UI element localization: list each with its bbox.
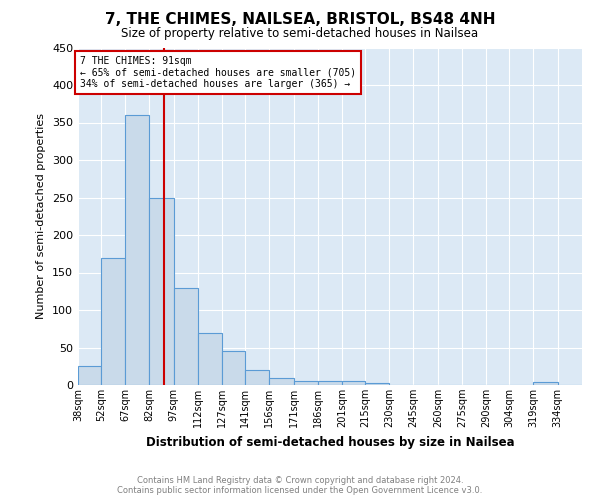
Bar: [342, 380, 365, 385]
Text: Size of property relative to semi-detached houses in Nailsea: Size of property relative to semi-detach…: [121, 28, 479, 40]
Bar: [101, 258, 125, 385]
Bar: [365, 383, 389, 385]
Bar: [269, 378, 293, 385]
Text: 7 THE CHIMES: 91sqm
← 65% of semi-detached houses are smaller (705)
34% of semi-: 7 THE CHIMES: 91sqm ← 65% of semi-detach…: [80, 56, 356, 89]
Y-axis label: Number of semi-detached properties: Number of semi-detached properties: [37, 114, 46, 320]
Bar: [173, 288, 198, 385]
Bar: [533, 382, 557, 385]
Bar: [198, 332, 222, 385]
Bar: [78, 366, 101, 385]
X-axis label: Distribution of semi-detached houses by size in Nailsea: Distribution of semi-detached houses by …: [146, 436, 514, 448]
Bar: [293, 380, 318, 385]
Text: Contains HM Land Registry data © Crown copyright and database right 2024.
Contai: Contains HM Land Registry data © Crown c…: [118, 476, 482, 495]
Bar: [125, 115, 149, 385]
Text: 7, THE CHIMES, NAILSEA, BRISTOL, BS48 4NH: 7, THE CHIMES, NAILSEA, BRISTOL, BS48 4N…: [105, 12, 495, 28]
Bar: [318, 380, 342, 385]
Bar: [222, 351, 245, 385]
Bar: [245, 370, 269, 385]
Bar: [149, 198, 173, 385]
